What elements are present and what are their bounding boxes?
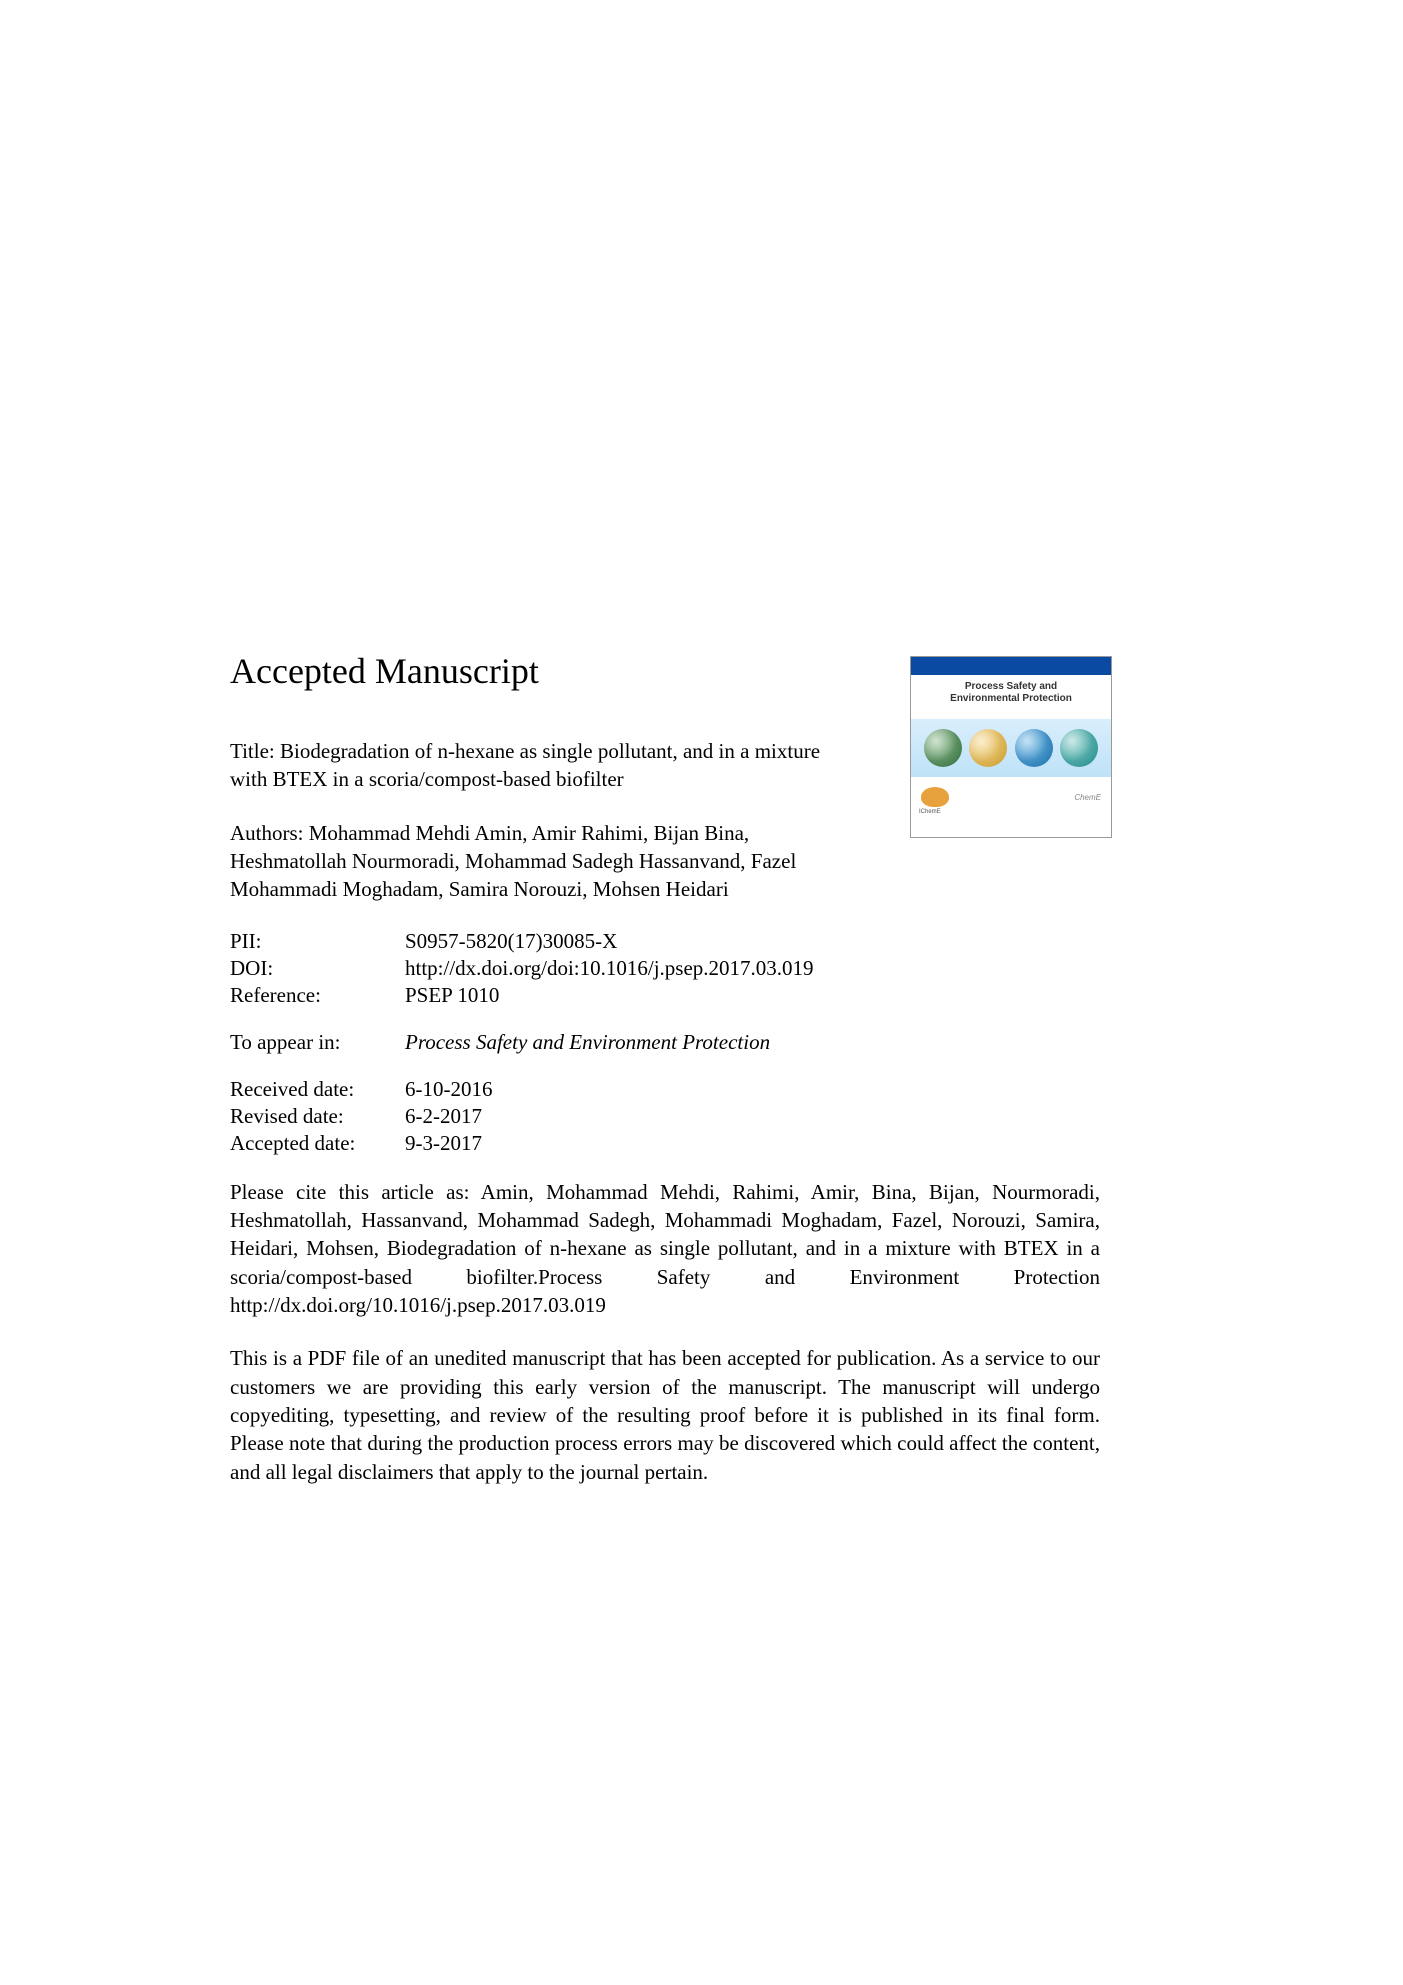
cover-journal-title: Process Safety and Environmental Protect… xyxy=(911,681,1111,704)
cover-title-line2: Environmental Protection xyxy=(950,693,1072,704)
doi-label: DOI: xyxy=(230,956,405,983)
cover-title-line1: Process Safety and xyxy=(965,681,1057,692)
meta-row-revised: Revised date: 6-2-2017 xyxy=(230,1104,814,1131)
meta-row-reference: Reference: PSEP 1010 xyxy=(230,983,814,1010)
reference-label: Reference: xyxy=(230,983,405,1010)
revised-value: 6-2-2017 xyxy=(405,1104,814,1131)
publisher-name: ChemE xyxy=(1074,793,1101,802)
cover-footer: IChemE ChemE xyxy=(911,777,1111,807)
appear-label: To appear in: xyxy=(230,1030,405,1057)
meta-row-doi: DOI: http://dx.doi.org/doi:10.1016/j.pse… xyxy=(230,956,814,983)
metadata-table: PII: S0957-5820(17)30085-X DOI: http://d… xyxy=(230,929,814,1158)
accepted-value: 9-3-2017 xyxy=(405,1131,814,1158)
cover-globes-band xyxy=(911,719,1111,777)
publisher-badge-text: IChemE xyxy=(919,809,941,815)
journal-cover-thumbnail: Process Safety and Environmental Protect… xyxy=(910,656,1112,838)
meta-row-accepted: Accepted date: 9-3-2017 xyxy=(230,1131,814,1158)
article-title: Title: Biodegradation of n-hexane as sin… xyxy=(230,737,830,794)
meta-row-received: Received date: 6-10-2016 xyxy=(230,1077,814,1104)
cover-subtitle xyxy=(911,706,1111,711)
received-label: Received date: xyxy=(230,1077,405,1104)
globe-icon xyxy=(1015,729,1053,767)
authors-list: Authors: Mohammad Mehdi Amin, Amir Rahim… xyxy=(230,819,830,904)
pii-label: PII: xyxy=(230,929,405,956)
pii-value: S0957-5820(17)30085-X xyxy=(405,929,814,956)
received-value: 6-10-2016 xyxy=(405,1077,814,1104)
doi-value[interactable]: http://dx.doi.org/doi:10.1016/j.psep.201… xyxy=(405,956,814,983)
globe-icon xyxy=(1060,729,1098,767)
meta-row-appear: To appear in: Process Safety and Environ… xyxy=(230,1030,814,1057)
globe-icon xyxy=(924,729,962,767)
citation-text: Please cite this article as: Amin, Moham… xyxy=(230,1178,1100,1320)
globe-icon xyxy=(969,729,1007,767)
meta-row-pii: PII: S0957-5820(17)30085-X xyxy=(230,929,814,956)
cover-header-bar xyxy=(911,657,1111,675)
appear-value: Process Safety and Environment Protectio… xyxy=(405,1030,814,1057)
revised-label: Revised date: xyxy=(230,1104,405,1131)
reference-value: PSEP 1010 xyxy=(405,983,814,1010)
disclaimer-text: This is a PDF file of an unedited manusc… xyxy=(230,1344,1100,1486)
accepted-label: Accepted date: xyxy=(230,1131,405,1158)
publisher-badge-icon xyxy=(921,787,949,807)
